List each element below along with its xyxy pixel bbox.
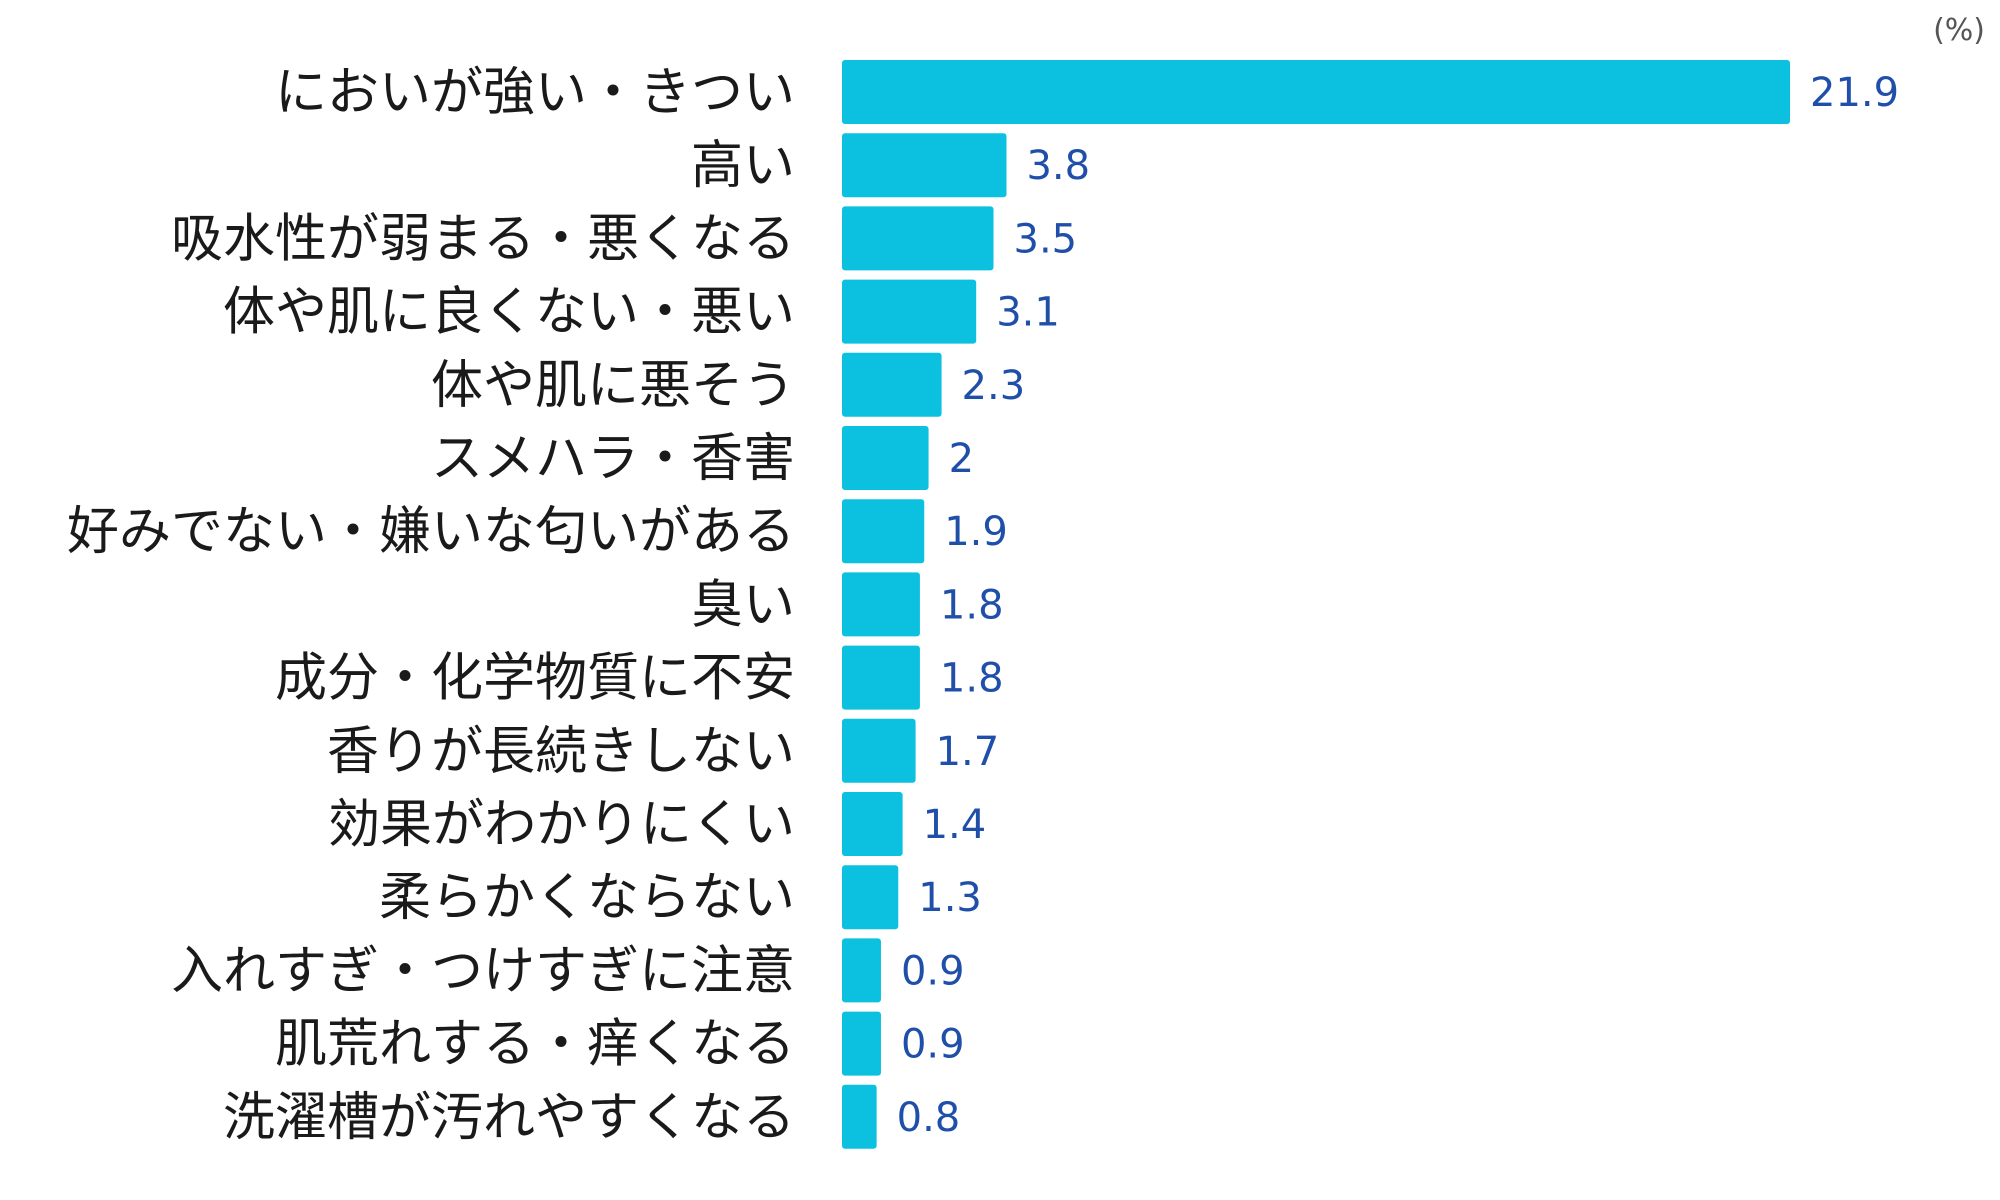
bar xyxy=(842,60,1790,124)
category-label: 肌荒れする・痒くなる xyxy=(275,1015,795,1075)
category-label: においが強い・きつい xyxy=(275,63,795,123)
bar xyxy=(842,206,994,271)
bar xyxy=(842,426,929,490)
value-label: 1.3 xyxy=(918,875,982,921)
value-labels-group: 21.93.83.53.12.321.91.81.81.71.41.30.90.… xyxy=(897,70,1899,1141)
bar xyxy=(842,645,920,710)
category-label: 吸水性が弱まる・悪くなる xyxy=(171,209,795,269)
value-label: 0.8 xyxy=(897,1095,961,1141)
category-label: 香りが長続きしない xyxy=(327,722,795,782)
value-label: 1.4 xyxy=(923,802,987,848)
value-label: 3.1 xyxy=(996,290,1060,336)
value-label: 1.8 xyxy=(940,582,1004,628)
value-label: 1.7 xyxy=(936,729,1000,775)
unit-label: (%) xyxy=(1933,13,1985,48)
category-label: 高い xyxy=(691,136,795,196)
bar xyxy=(842,499,925,564)
value-label: 2 xyxy=(949,436,974,482)
category-label: 柔らかくならない xyxy=(379,868,795,928)
category-label: 効果がわかりにくい xyxy=(328,795,795,855)
category-label: 臭い xyxy=(691,575,795,635)
bar xyxy=(842,865,899,930)
bar xyxy=(842,352,942,417)
bar xyxy=(842,279,977,344)
bar xyxy=(842,1084,877,1149)
bar xyxy=(842,1011,881,1076)
category-labels-group: においが強い・きつい高い吸水性が弱まる・悪くなる体や肌に良くない・悪い体や肌に悪… xyxy=(67,63,795,1148)
bar xyxy=(842,133,1007,198)
bar xyxy=(842,718,916,783)
value-label: 3.5 xyxy=(1014,216,1078,262)
value-label: 0.9 xyxy=(901,948,965,994)
value-label: 2.3 xyxy=(962,363,1026,409)
value-label: 1.8 xyxy=(940,656,1004,702)
bars-group xyxy=(842,60,1790,1149)
category-label: 洗濯槽が汚れやすくなる xyxy=(223,1088,795,1148)
category-label: 成分・化学物質に不安 xyxy=(275,649,795,709)
value-label: 3.8 xyxy=(1026,143,1090,189)
value-label: 21.9 xyxy=(1810,70,1899,116)
bar xyxy=(842,792,903,856)
bar xyxy=(842,938,881,1003)
category-label: 体や肌に良くない・悪い xyxy=(223,283,795,343)
category-label: 体や肌に悪そう xyxy=(431,356,795,416)
value-label: 1.9 xyxy=(944,509,1008,555)
category-label: スメハラ・香害 xyxy=(431,429,795,489)
category-label: 入れすぎ・つけすぎに注意 xyxy=(171,941,795,1001)
value-label: 0.9 xyxy=(901,1022,965,1068)
bar xyxy=(842,572,920,637)
category-label: 好みでない・嫌いな匂いがある xyxy=(67,502,795,562)
